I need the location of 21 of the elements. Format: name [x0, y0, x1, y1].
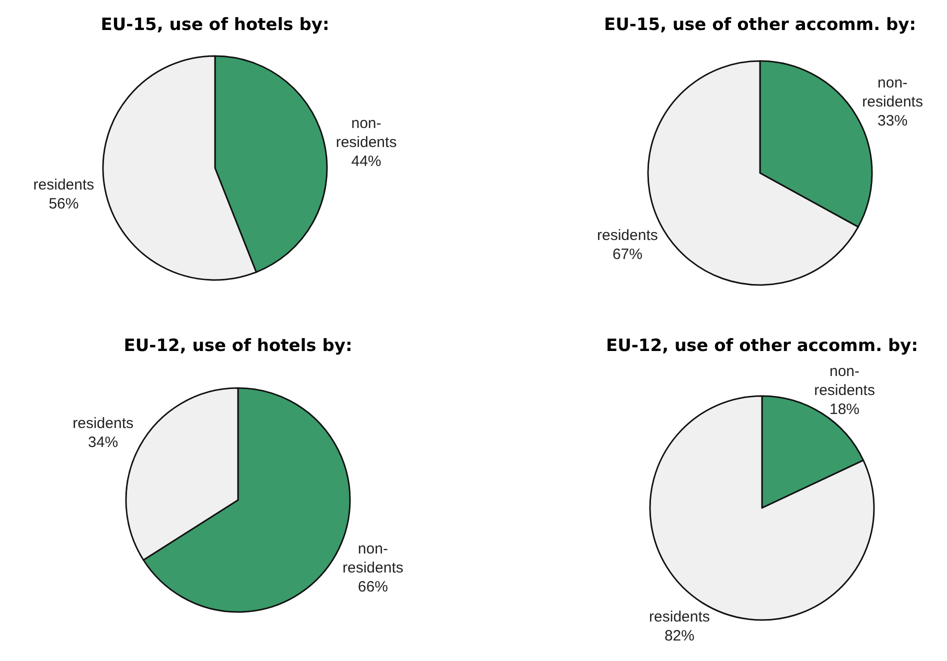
- slice-label: residents: [72, 415, 134, 432]
- slice-label: residents: [649, 608, 710, 626]
- data-label: 56%: [48, 196, 79, 213]
- slice-label: residents: [33, 176, 94, 194]
- data-label: 82%: [664, 628, 694, 645]
- slice-label: non-residents: [336, 114, 397, 151]
- data-label: 18%: [830, 400, 860, 418]
- data-label: 34%: [88, 434, 118, 452]
- chart-title: EU-12, use of other accomm. by:: [606, 336, 918, 356]
- data-label: 44%: [351, 152, 382, 170]
- slice-label: non-residents: [342, 540, 404, 576]
- data-label: 66%: [358, 578, 388, 596]
- data-label: 67%: [612, 246, 642, 263]
- slice-label: non-residents: [862, 74, 923, 111]
- chart-title: EU-15, use of other accomm. by:: [604, 15, 916, 35]
- chart-title: EU-12, use of hotels by:: [124, 336, 352, 356]
- data-label: 33%: [878, 112, 908, 130]
- slice-label: non-residents: [814, 362, 875, 399]
- chart-title: EU-15, use of hotels by:: [100, 15, 330, 35]
- pie-slice: [649, 395, 875, 621]
- slice-label: residents: [597, 226, 658, 244]
